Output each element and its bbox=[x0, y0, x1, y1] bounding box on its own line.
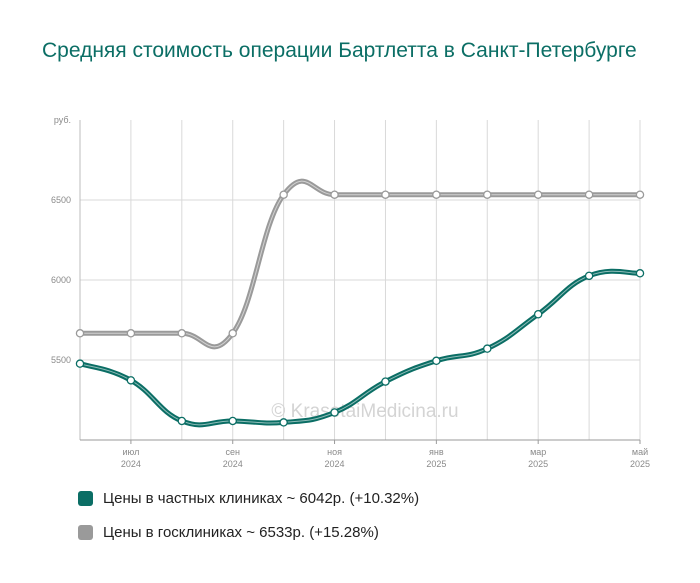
grid bbox=[79, 120, 641, 440]
data-point-public bbox=[584, 190, 594, 199]
data-point-public bbox=[228, 329, 237, 338]
data-point-private bbox=[432, 356, 441, 366]
y-tick-label: 6500 bbox=[51, 195, 71, 205]
x-tick-label-year: 2025 bbox=[426, 459, 446, 469]
x-tick-label-year: 2024 bbox=[121, 459, 141, 469]
x-tick-label-month: ноя bbox=[327, 447, 342, 457]
y-tick-label: 6000 bbox=[51, 275, 71, 285]
data-point-private bbox=[635, 269, 645, 278]
data-point-private bbox=[533, 309, 543, 319]
x-tick-label-year: 2024 bbox=[223, 459, 243, 469]
x-tick-label-year: 2025 bbox=[528, 459, 548, 469]
data-point-public bbox=[126, 329, 136, 338]
x-tick-label-month: мар bbox=[530, 447, 546, 457]
data-point-public bbox=[330, 190, 339, 199]
x-tick-label-year: 2024 bbox=[325, 459, 345, 469]
data-point-public bbox=[381, 190, 390, 199]
legend-item-private[interactable]: Цены в частных клиниках ~ 6042р. (+10.32… bbox=[78, 490, 419, 507]
legend-label-private: Цены в частных клиниках ~ 6042р. (+10.32… bbox=[103, 490, 420, 507]
x-tick-label-month: июл bbox=[122, 447, 139, 457]
series bbox=[77, 178, 643, 428]
data-point-public bbox=[635, 190, 645, 199]
data-point-public bbox=[279, 190, 288, 199]
x-tick-label-month: янв bbox=[429, 447, 444, 457]
x-tick-label-month: сен bbox=[225, 447, 240, 457]
y-axis-label: руб. bbox=[54, 115, 71, 125]
data-point-public bbox=[75, 329, 85, 338]
x-tick-label-month: май bbox=[632, 447, 648, 457]
data-point-private bbox=[330, 408, 339, 417]
chart-title: Средняя стоимость операции Бартлетта в С… bbox=[42, 39, 637, 62]
data-point-private bbox=[126, 376, 136, 385]
legend-label-public: Цены в госклиниках ~ 6533р. (+15.28%) bbox=[103, 524, 379, 541]
data-point-private bbox=[177, 416, 187, 426]
series-line-highlight-private bbox=[79, 270, 641, 426]
series-line-highlight-public bbox=[80, 180, 640, 348]
data-point-public bbox=[177, 329, 187, 338]
data-point-private bbox=[381, 377, 390, 386]
data-point-private bbox=[228, 416, 237, 426]
x-tick-label-year: 2025 bbox=[630, 459, 650, 469]
series-line-public bbox=[77, 178, 643, 350]
data-point-private bbox=[279, 418, 288, 427]
legend-swatch-private bbox=[78, 491, 93, 506]
legend-item-public[interactable]: Цены в госклиниках ~ 6533р. (+15.28%) bbox=[78, 524, 379, 541]
y-tick-label: 5500 bbox=[51, 355, 71, 365]
data-point-private bbox=[75, 359, 85, 368]
data-point-private bbox=[483, 344, 492, 353]
data-point-public bbox=[533, 190, 543, 199]
axes: 5500 6000 6500 руб. июл 2024 сен 2024 ноя 2024 янв… bbox=[51, 115, 650, 469]
data-point-public bbox=[483, 190, 492, 199]
data-point-private bbox=[584, 271, 594, 281]
data-point-public bbox=[432, 190, 441, 199]
legend-swatch-public bbox=[78, 525, 93, 540]
data-points bbox=[75, 190, 645, 427]
